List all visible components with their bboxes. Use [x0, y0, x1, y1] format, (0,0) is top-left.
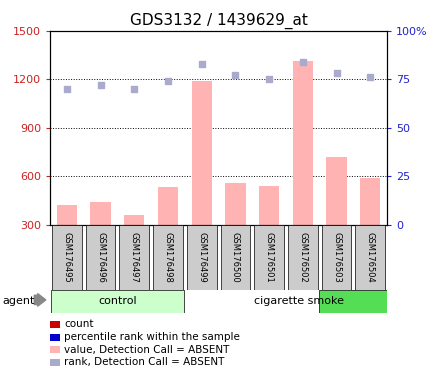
Text: GSM176501: GSM176501 [264, 232, 273, 283]
Text: control: control [98, 296, 136, 306]
Bar [359, 178, 379, 225]
Text: rank, Detection Call = ABSENT: rank, Detection Call = ABSENT [64, 358, 224, 367]
Title: GDS3132 / 1439629_at: GDS3132 / 1439629_at [129, 13, 307, 29]
FancyBboxPatch shape [321, 225, 351, 290]
Point [164, 78, 171, 84]
FancyBboxPatch shape [254, 225, 283, 290]
FancyBboxPatch shape [287, 225, 317, 290]
FancyBboxPatch shape [153, 225, 182, 290]
Text: GSM176499: GSM176499 [197, 232, 206, 283]
Text: count: count [64, 319, 93, 329]
Text: GSM176497: GSM176497 [129, 232, 138, 283]
FancyBboxPatch shape [119, 225, 149, 290]
Bar [158, 187, 178, 225]
Point [198, 61, 205, 67]
Point [63, 86, 70, 92]
Text: GSM176503: GSM176503 [331, 232, 340, 283]
Bar [124, 215, 144, 225]
FancyBboxPatch shape [52, 225, 82, 290]
FancyArrow shape [34, 293, 46, 306]
Point [265, 76, 272, 82]
Bar [259, 186, 279, 225]
Text: percentile rank within the sample: percentile rank within the sample [64, 332, 239, 342]
FancyBboxPatch shape [187, 225, 216, 290]
Text: GSM176502: GSM176502 [298, 232, 307, 283]
Bar [292, 61, 312, 225]
Point [332, 70, 339, 76]
Point [131, 86, 138, 92]
Bar [191, 81, 211, 225]
Bar [225, 183, 245, 225]
FancyBboxPatch shape [51, 290, 184, 313]
FancyBboxPatch shape [355, 225, 384, 290]
Point [97, 82, 104, 88]
Bar [57, 205, 77, 225]
Point [231, 72, 238, 78]
Text: GSM176496: GSM176496 [96, 232, 105, 283]
FancyBboxPatch shape [85, 225, 115, 290]
FancyBboxPatch shape [220, 225, 250, 290]
Text: GSM176498: GSM176498 [163, 232, 172, 283]
Bar [90, 202, 110, 225]
Text: GSM176495: GSM176495 [62, 232, 71, 283]
Point [299, 59, 306, 65]
Text: agent: agent [2, 296, 34, 306]
Text: GSM176504: GSM176504 [365, 232, 374, 283]
FancyBboxPatch shape [318, 290, 434, 313]
Text: GSM176500: GSM176500 [230, 232, 240, 283]
Point [366, 74, 373, 80]
Text: cigarette smoke: cigarette smoke [254, 296, 344, 306]
Bar [326, 157, 346, 225]
Text: value, Detection Call = ABSENT: value, Detection Call = ABSENT [64, 345, 229, 355]
